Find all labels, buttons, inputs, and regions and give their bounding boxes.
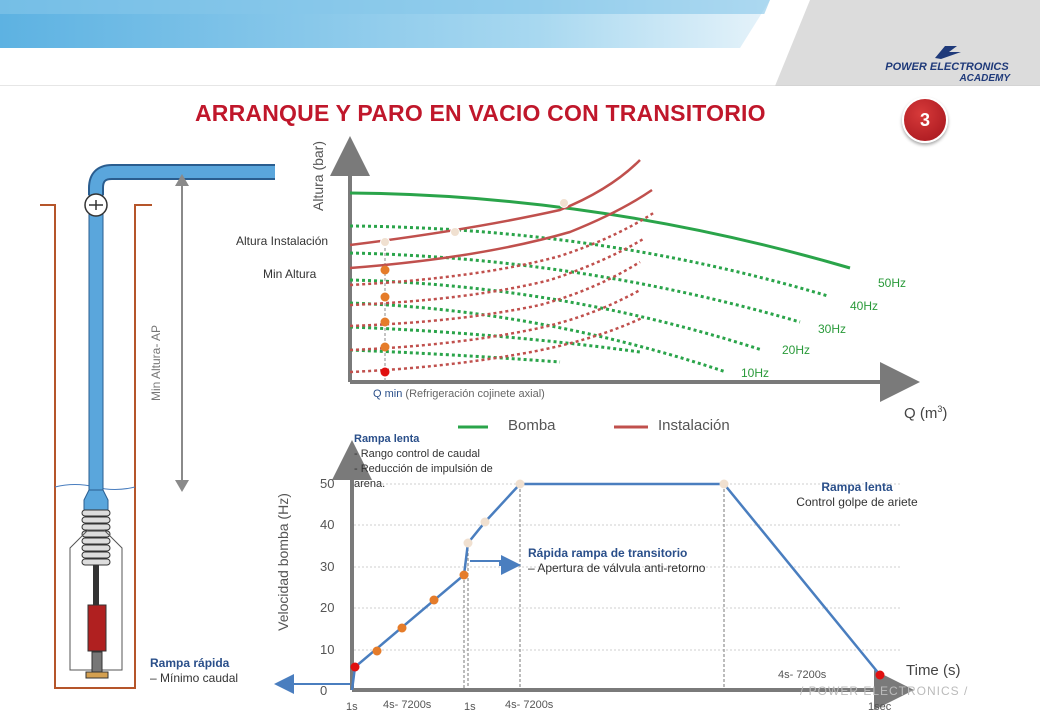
pump-curve-10hz: [349, 301, 727, 374]
time-label-1s-a: 1s: [346, 701, 358, 713]
freq-label-20hz: 20Hz: [782, 343, 811, 357]
speed-point: [429, 595, 439, 605]
operating-point: [380, 292, 390, 302]
note-rapida-line: – Apertura de válvula anti-retorno: [528, 561, 706, 575]
speed-point: [463, 538, 473, 548]
install-curve-solid: [349, 159, 641, 247]
legend-instalacion: Instalación: [658, 417, 730, 434]
well-diagram: [40, 164, 275, 689]
rapida-arrow: [470, 555, 521, 575]
time-label-ramp-c: 4s- 7200s: [778, 669, 827, 681]
qmin-note: (Refrigeración cojinete axial): [402, 388, 545, 400]
speed-point: [397, 623, 407, 633]
note-rampa-rapida-title: Rampa rápida: [150, 656, 230, 670]
well-height-label: Min Altura- AP: [149, 324, 164, 402]
brand-academy: ACADEMY: [959, 73, 1010, 84]
min-altura-label: Min Altura: [263, 267, 317, 281]
freq-label-40hz: 40Hz: [850, 299, 879, 313]
speed-y-tick-0: 0: [320, 683, 328, 698]
speed-y-tick-10: 10: [320, 642, 335, 657]
header-decoration: [0, 0, 1040, 86]
speed-point-start: [350, 662, 360, 672]
brand-name: POWER ELECTRONICS: [885, 61, 1009, 73]
speed-point: [515, 479, 525, 489]
slide-title: ARRANQUE Y PARO EN VACIO CON TRANSITORIO: [195, 100, 766, 126]
speed-profile-line: [350, 482, 881, 691]
note-rampa-lenta-inicio: Rampa lenta - Rango control de caudal - …: [354, 432, 534, 492]
speed-y-tick-20: 20: [320, 600, 335, 615]
operating-point: [380, 342, 390, 352]
note-rapida-rampa: Rápida rampa de transitorio – Apertura d…: [528, 546, 705, 576]
speed-y-tick-50: 50: [320, 476, 335, 491]
logo-icon: [935, 46, 961, 59]
operating-point: [380, 237, 390, 247]
pump-curve-20hz: [349, 278, 763, 352]
time-label-1sec: 1sec: [868, 701, 892, 713]
speed-y-tick-40: 40: [320, 517, 335, 532]
brand-logo: POWER ELECTRONICS ACADEMY: [872, 44, 1022, 84]
speed-point: [372, 646, 382, 656]
altura-instalacion-label: Altura Instalación: [236, 234, 329, 248]
xlabel-end: ): [942, 405, 948, 422]
note-rampa-lenta-2-title: Rampa lenta: [821, 480, 893, 494]
freq-label-10hz: 10Hz: [741, 366, 770, 380]
note-rapida-title: Rápida rampa de transitorio: [528, 546, 688, 560]
header-band: [0, 0, 1040, 86]
speed-point: [719, 479, 729, 489]
freq-label-50hz: 50Hz: [878, 276, 907, 290]
legend-bomba: Bomba: [508, 417, 556, 434]
note-rampa-lenta-title: Rampa lenta: [354, 433, 420, 445]
pump-curve-30hz: [349, 251, 801, 324]
phase-markers: [463, 484, 725, 690]
note-rampa-lenta-line2: - Reducción de impulsión de: [354, 463, 493, 475]
speed-point: [480, 517, 490, 527]
speed-chart: [274, 440, 914, 710]
freq-label-30hz: 30Hz: [818, 322, 847, 336]
note-rampa-lenta-line3: arena.: [354, 478, 386, 490]
install-curve-dotted: [349, 210, 656, 287]
operating-point: [450, 227, 460, 237]
speed-x-axis-label: Time (s): [906, 662, 961, 679]
operating-point: [380, 265, 390, 275]
pump-curve-40hz: [349, 224, 829, 298]
note-rampa-lenta-2-line: Control golpe de ariete: [796, 495, 918, 509]
xlabel-sup: 3: [937, 404, 943, 414]
note-rampa-lenta-line1: - Rango control de caudal: [354, 448, 480, 460]
speed-y-axis-label: Velocidad bomba (Hz): [274, 493, 291, 631]
operating-point-start: [380, 367, 390, 377]
time-label-ramp-b: 4s- 7200s: [505, 699, 554, 711]
pump-curve-chart: [330, 136, 920, 429]
speed-point: [459, 570, 469, 580]
qmin-bold: Q min: [373, 388, 403, 400]
operating-point: [559, 198, 569, 208]
pump-y-axis-label: Altura (bar): [310, 140, 327, 212]
speed-y-tick-30: 30: [320, 559, 335, 574]
note-rampa-rapida: Rampa rápida – Mínimo caudal: [150, 656, 238, 686]
riser-pipe: [88, 194, 104, 491]
pump-shroud: [69, 529, 123, 671]
pump-motor: [87, 604, 107, 652]
well-casing: [40, 204, 152, 689]
footer-watermark: / POWER ELECTRONICS /: [800, 684, 969, 698]
xlabel-base: Q (m: [904, 405, 938, 422]
note-rampa-lenta-paro: Rampa lenta Control golpe de ariete: [772, 480, 942, 510]
operating-point: [380, 317, 390, 327]
time-label-1s-b: 1s: [464, 701, 476, 713]
note-rampa-rapida-line: – Mínimo caudal: [150, 671, 239, 685]
time-label-ramp-a: 4s- 7200s: [383, 699, 432, 711]
qmin-label: Q min (Refrigeración cojinete axial): [373, 388, 545, 400]
pump-x-axis-label: Q (m3): [904, 404, 947, 422]
slide-number-badge: 3: [902, 97, 948, 143]
pump-curve-50hz: [349, 191, 851, 270]
speed-point-end: [875, 670, 885, 680]
